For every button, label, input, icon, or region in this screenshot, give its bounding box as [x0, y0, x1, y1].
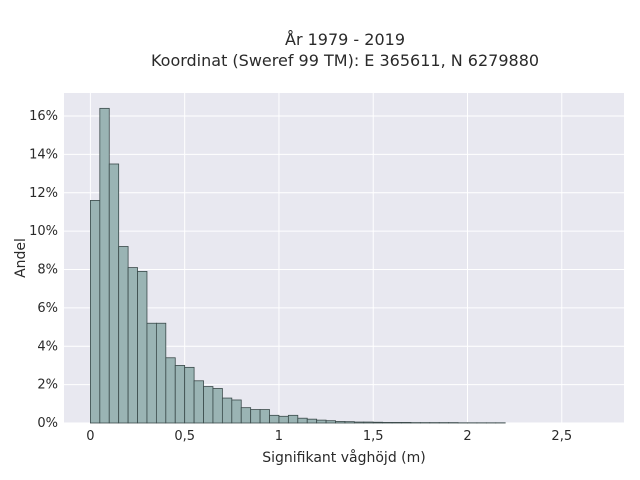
histogram-bar	[108, 163, 120, 424]
histogram-bar	[89, 200, 101, 424]
histogram-bar	[278, 415, 289, 424]
histogram-bar	[118, 246, 129, 424]
histogram-bar	[335, 421, 346, 424]
x-tick-label: 2,5	[551, 429, 572, 444]
histogram-bar	[325, 420, 336, 424]
y-tick-label: 0%	[37, 416, 58, 431]
y-tick-label: 2%	[37, 378, 58, 393]
histogram-bar	[269, 414, 280, 424]
histogram-bar	[250, 409, 261, 424]
histogram-bar	[193, 380, 204, 424]
y-tick-label: 8%	[37, 263, 58, 278]
histogram-bar	[372, 421, 384, 424]
histogram-bar	[203, 386, 214, 424]
histogram-bar	[165, 357, 176, 424]
y-axis-label: Andel	[13, 238, 29, 278]
y-tick-label: 12%	[29, 186, 58, 201]
x-tick-label: 2	[463, 429, 471, 444]
histogram-bar	[231, 399, 242, 424]
histogram-bar	[401, 422, 412, 424]
x-tick-label: 1	[275, 429, 283, 444]
histogram-bar	[363, 421, 374, 424]
histogram-bar	[184, 366, 195, 424]
histogram-bar	[391, 422, 402, 424]
histogram-bar	[316, 419, 327, 424]
y-tick-label: 16%	[29, 109, 58, 124]
chart-title-line-1: År 1979 - 2019	[285, 30, 405, 49]
histogram-bar	[99, 107, 110, 424]
chart-title-line-2: Koordinat (Sweref 99 TM): E 365611, N 62…	[151, 51, 539, 70]
x-axis-ticks: 0 0,5 1 1,5 2 2,5	[86, 429, 572, 444]
x-tick-label: 0,5	[174, 429, 195, 444]
y-tick-label: 6%	[37, 301, 58, 316]
histogram-bar	[174, 365, 186, 424]
histogram-bar	[240, 407, 252, 424]
histogram-bar	[259, 409, 270, 424]
histogram-bar	[382, 422, 393, 424]
histogram-bar	[344, 421, 355, 424]
y-tick-label: 14%	[29, 147, 58, 162]
y-axis-ticks: 0% 2% 4% 6% 8% 10% 12% 14% 16%	[29, 109, 58, 431]
histogram-bar	[146, 322, 157, 424]
x-axis-label: Signifikant våghöjd (m)	[262, 449, 425, 466]
histogram-bar	[137, 271, 148, 424]
histogram-bar	[297, 417, 308, 424]
histogram-bar	[221, 397, 233, 424]
histogram-bars	[89, 107, 506, 424]
histogram-bar	[212, 388, 223, 424]
histogram-bar	[353, 421, 365, 424]
y-tick-label: 4%	[37, 339, 58, 354]
histogram-bar	[127, 267, 138, 424]
histogram-bar	[155, 322, 167, 424]
histogram-bar	[287, 414, 299, 424]
x-tick-label: 0	[86, 429, 94, 444]
histogram-bar	[306, 418, 318, 424]
y-tick-label: 10%	[29, 224, 58, 239]
x-tick-label: 1,5	[363, 429, 384, 444]
